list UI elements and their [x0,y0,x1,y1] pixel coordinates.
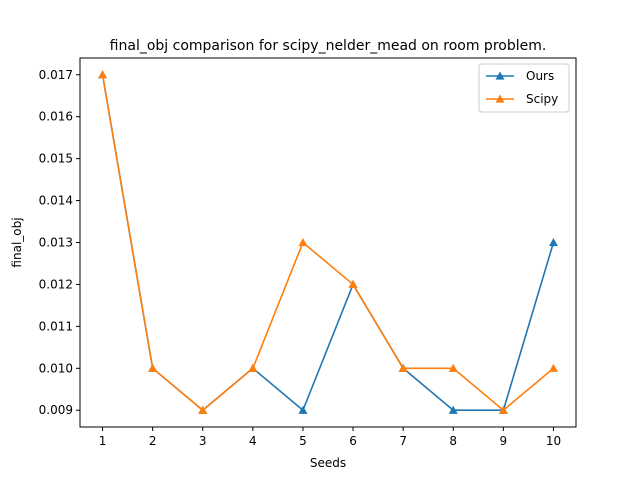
y-axis-ticks: 0.009 0.010 0.011 0.012 0.013 0.014 0.015 0.016… [39,68,80,417]
y-tick-label: 0.009 [39,403,73,417]
x-tick-label: 7 [399,434,407,448]
x-tick-label: 1 [99,434,107,448]
axes-frame [79,57,577,428]
y-tick-label: 0.013 [39,236,73,250]
x-tick-label: 3 [199,434,207,448]
data-point [148,363,158,372]
data-point [548,363,558,372]
legend-marker [495,94,505,103]
x-tick-label: 4 [249,434,257,448]
data-point [98,70,108,79]
legend-entry-scipy: Scipy [486,92,558,106]
data-point [498,405,508,414]
data-point [298,405,308,414]
legend: Ours Scipy [478,63,570,113]
x-axis-ticks: 1 2 3 4 5 6 7 8 9 10 [99,427,561,448]
x-tick-label: 6 [349,434,357,448]
x-tick-label: 5 [299,434,307,448]
data-point [248,363,258,372]
y-tick-label: 0.011 [39,319,73,333]
y-tick-label: 0.015 [39,152,73,166]
x-tick-label: 10 [546,434,561,448]
y-axis-label: final_obj [10,217,24,267]
data-point [448,405,458,414]
series-line-scipy [101,74,554,412]
y-tick-label: 0.012 [39,277,73,291]
y-tick-label: 0.017 [39,68,73,82]
data-point [198,405,208,414]
x-axis-label: Seeds [310,456,346,470]
y-tick-label: 0.016 [39,110,73,124]
series-layer [98,70,558,414]
data-point [398,363,408,372]
y-tick-label: 0.014 [39,194,73,208]
legend-label: Ours [526,69,554,83]
chart-title: final_obj comparison for scipy_nelder_me… [110,38,547,54]
legend-marker [495,71,505,80]
x-tick-label: 8 [449,434,457,448]
x-tick-label: 9 [500,434,508,448]
data-point [548,238,558,247]
x-tick-label: 2 [149,434,157,448]
legend-label: Scipy [526,92,558,106]
legend-entry-ours: Ours [486,69,554,83]
y-tick-label: 0.010 [39,361,73,375]
data-point [448,363,458,372]
data-point [348,279,358,289]
data-point [298,238,308,247]
series-scipy [98,70,558,414]
